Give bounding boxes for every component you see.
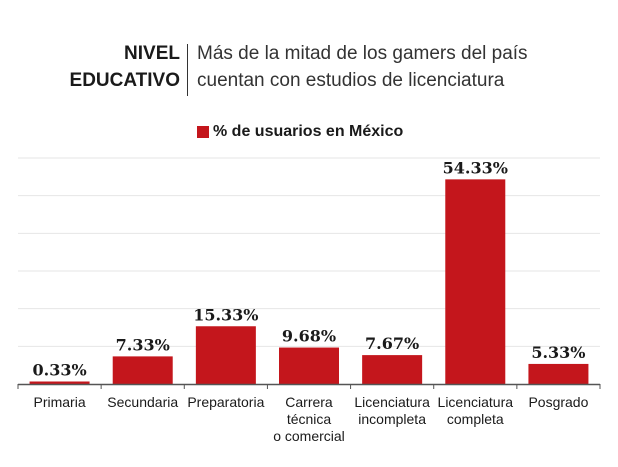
headline-line-2: cuentan con estudios de licenciatura: [197, 70, 505, 91]
chart-legend: % de usuarios en México: [197, 122, 403, 142]
category-label-line: técnica: [287, 411, 332, 427]
category-label-line: completa: [447, 411, 504, 427]
value-label-5: 54.33%: [443, 158, 508, 177]
value-label-6: 5.33%: [531, 343, 585, 362]
category-label-line: o comercial: [273, 428, 345, 444]
headline: Más de la mitad de los gamers del país c…: [197, 40, 528, 94]
category-label-6: Posgrado: [528, 394, 588, 410]
category-label-3: Carrera técnica o comercial: [273, 394, 345, 444]
section-kicker: NIVEL EDUCATIVO: [70, 40, 180, 94]
category-label-line: Primaria: [34, 394, 86, 410]
kicker-line-2: EDUCATIVO: [69, 70, 180, 91]
category-label-4: Licenciatura incompleta: [354, 394, 430, 427]
category-label-line: incompleta: [358, 411, 426, 427]
bar-4: [362, 355, 423, 384]
category-label-line: Carrera: [285, 394, 333, 410]
legend-swatch: [197, 126, 209, 138]
bar-3: [279, 347, 339, 384]
category-label-2: Preparatoria: [187, 394, 264, 410]
category-label-line: Licenciatura: [354, 394, 430, 410]
bar-5: [445, 179, 506, 384]
bar-1: [112, 356, 173, 384]
category-label-line: Licenciatura: [438, 394, 514, 410]
bar-0: [29, 381, 90, 384]
legend-label: % de usuarios en México: [213, 123, 404, 140]
bar-2: [195, 326, 256, 384]
chart-header: NIVEL EDUCATIVO Más de la mitad de los g…: [0, 40, 618, 102]
headline-line-1: Más de la mitad de los gamers del país: [197, 43, 528, 64]
value-label-1: 7.33%: [116, 335, 170, 354]
bar-6: [528, 363, 589, 384]
category-label-line: Posgrado: [528, 394, 588, 410]
category-label-line: Preparatoria: [187, 394, 264, 410]
category-label-0: Primaria: [34, 394, 86, 410]
category-label-1: Secundaria: [107, 394, 178, 410]
value-label-4: 7.67%: [365, 334, 419, 353]
value-label-2: 15.33%: [193, 305, 258, 324]
value-label-3: 9.68%: [282, 327, 336, 346]
category-label-line: Secundaria: [107, 394, 178, 410]
kicker-line-1: NIVEL: [124, 43, 180, 64]
value-label-0: 0.33%: [32, 361, 86, 380]
header-divider: [187, 44, 188, 96]
category-label-5: Licenciatura completa: [438, 394, 514, 427]
